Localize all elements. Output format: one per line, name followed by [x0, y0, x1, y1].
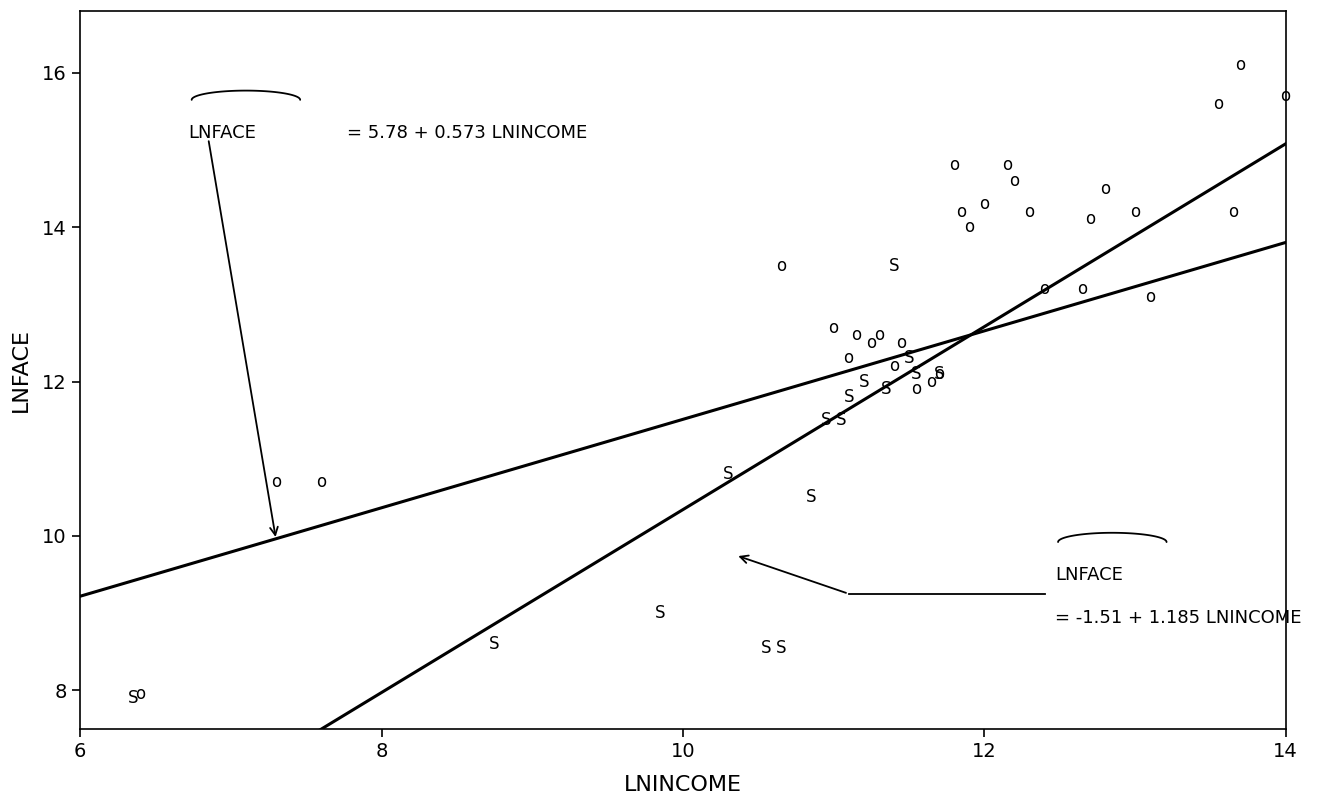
Text: = -1.51 + 1.185 LNINCOME: = -1.51 + 1.185 LNINCOME	[1055, 609, 1301, 627]
Text: o: o	[866, 334, 876, 352]
Text: S: S	[723, 465, 734, 483]
Text: S: S	[821, 411, 832, 429]
Text: LNFACE: LNFACE	[188, 124, 257, 143]
Text: S: S	[934, 365, 945, 383]
Text: S: S	[836, 411, 847, 429]
Text: S: S	[775, 639, 786, 657]
Text: o: o	[1212, 95, 1223, 113]
Text: o: o	[1024, 203, 1035, 221]
Text: o: o	[1130, 203, 1140, 221]
Text: o: o	[1009, 172, 1020, 190]
Text: o: o	[844, 349, 853, 368]
Text: o: o	[271, 473, 281, 491]
Text: S: S	[761, 639, 771, 657]
Text: S: S	[489, 635, 500, 653]
Text: o: o	[926, 372, 937, 391]
Text: S: S	[859, 372, 870, 391]
Text: o: o	[949, 156, 960, 174]
Text: o: o	[896, 334, 906, 352]
Text: o: o	[851, 326, 862, 344]
Text: o: o	[1145, 288, 1154, 305]
Text: o: o	[888, 357, 899, 375]
Text: S: S	[655, 604, 665, 622]
Text: S: S	[911, 365, 922, 383]
Text: o: o	[1039, 280, 1050, 298]
Text: o: o	[934, 365, 943, 383]
Text: o: o	[964, 218, 974, 236]
Text: S: S	[888, 257, 899, 275]
X-axis label: LNINCOME: LNINCOME	[624, 775, 742, 795]
Text: o: o	[874, 326, 884, 344]
Text: = 5.78 + 0.573 LNINCOME: = 5.78 + 0.573 LNINCOME	[347, 124, 587, 143]
Text: S: S	[805, 488, 816, 506]
Text: o: o	[1235, 56, 1246, 74]
Text: o: o	[775, 257, 786, 275]
Text: S: S	[882, 380, 891, 398]
Text: S: S	[128, 689, 138, 707]
Text: LNFACE: LNFACE	[1055, 567, 1124, 584]
Text: o: o	[1077, 280, 1087, 298]
Text: o: o	[911, 380, 922, 398]
Text: o: o	[1099, 180, 1110, 197]
Text: S: S	[903, 349, 914, 368]
Text: o: o	[957, 203, 966, 221]
Text: o: o	[316, 473, 327, 491]
Text: o: o	[1085, 210, 1095, 228]
Text: S: S	[844, 388, 853, 406]
Text: o: o	[1228, 203, 1238, 221]
Text: o: o	[828, 318, 839, 337]
Text: o: o	[1281, 87, 1290, 105]
Text: o: o	[980, 195, 989, 213]
Text: o: o	[1001, 156, 1012, 174]
Y-axis label: LNFACE: LNFACE	[11, 328, 31, 412]
Text: o: o	[136, 685, 145, 703]
